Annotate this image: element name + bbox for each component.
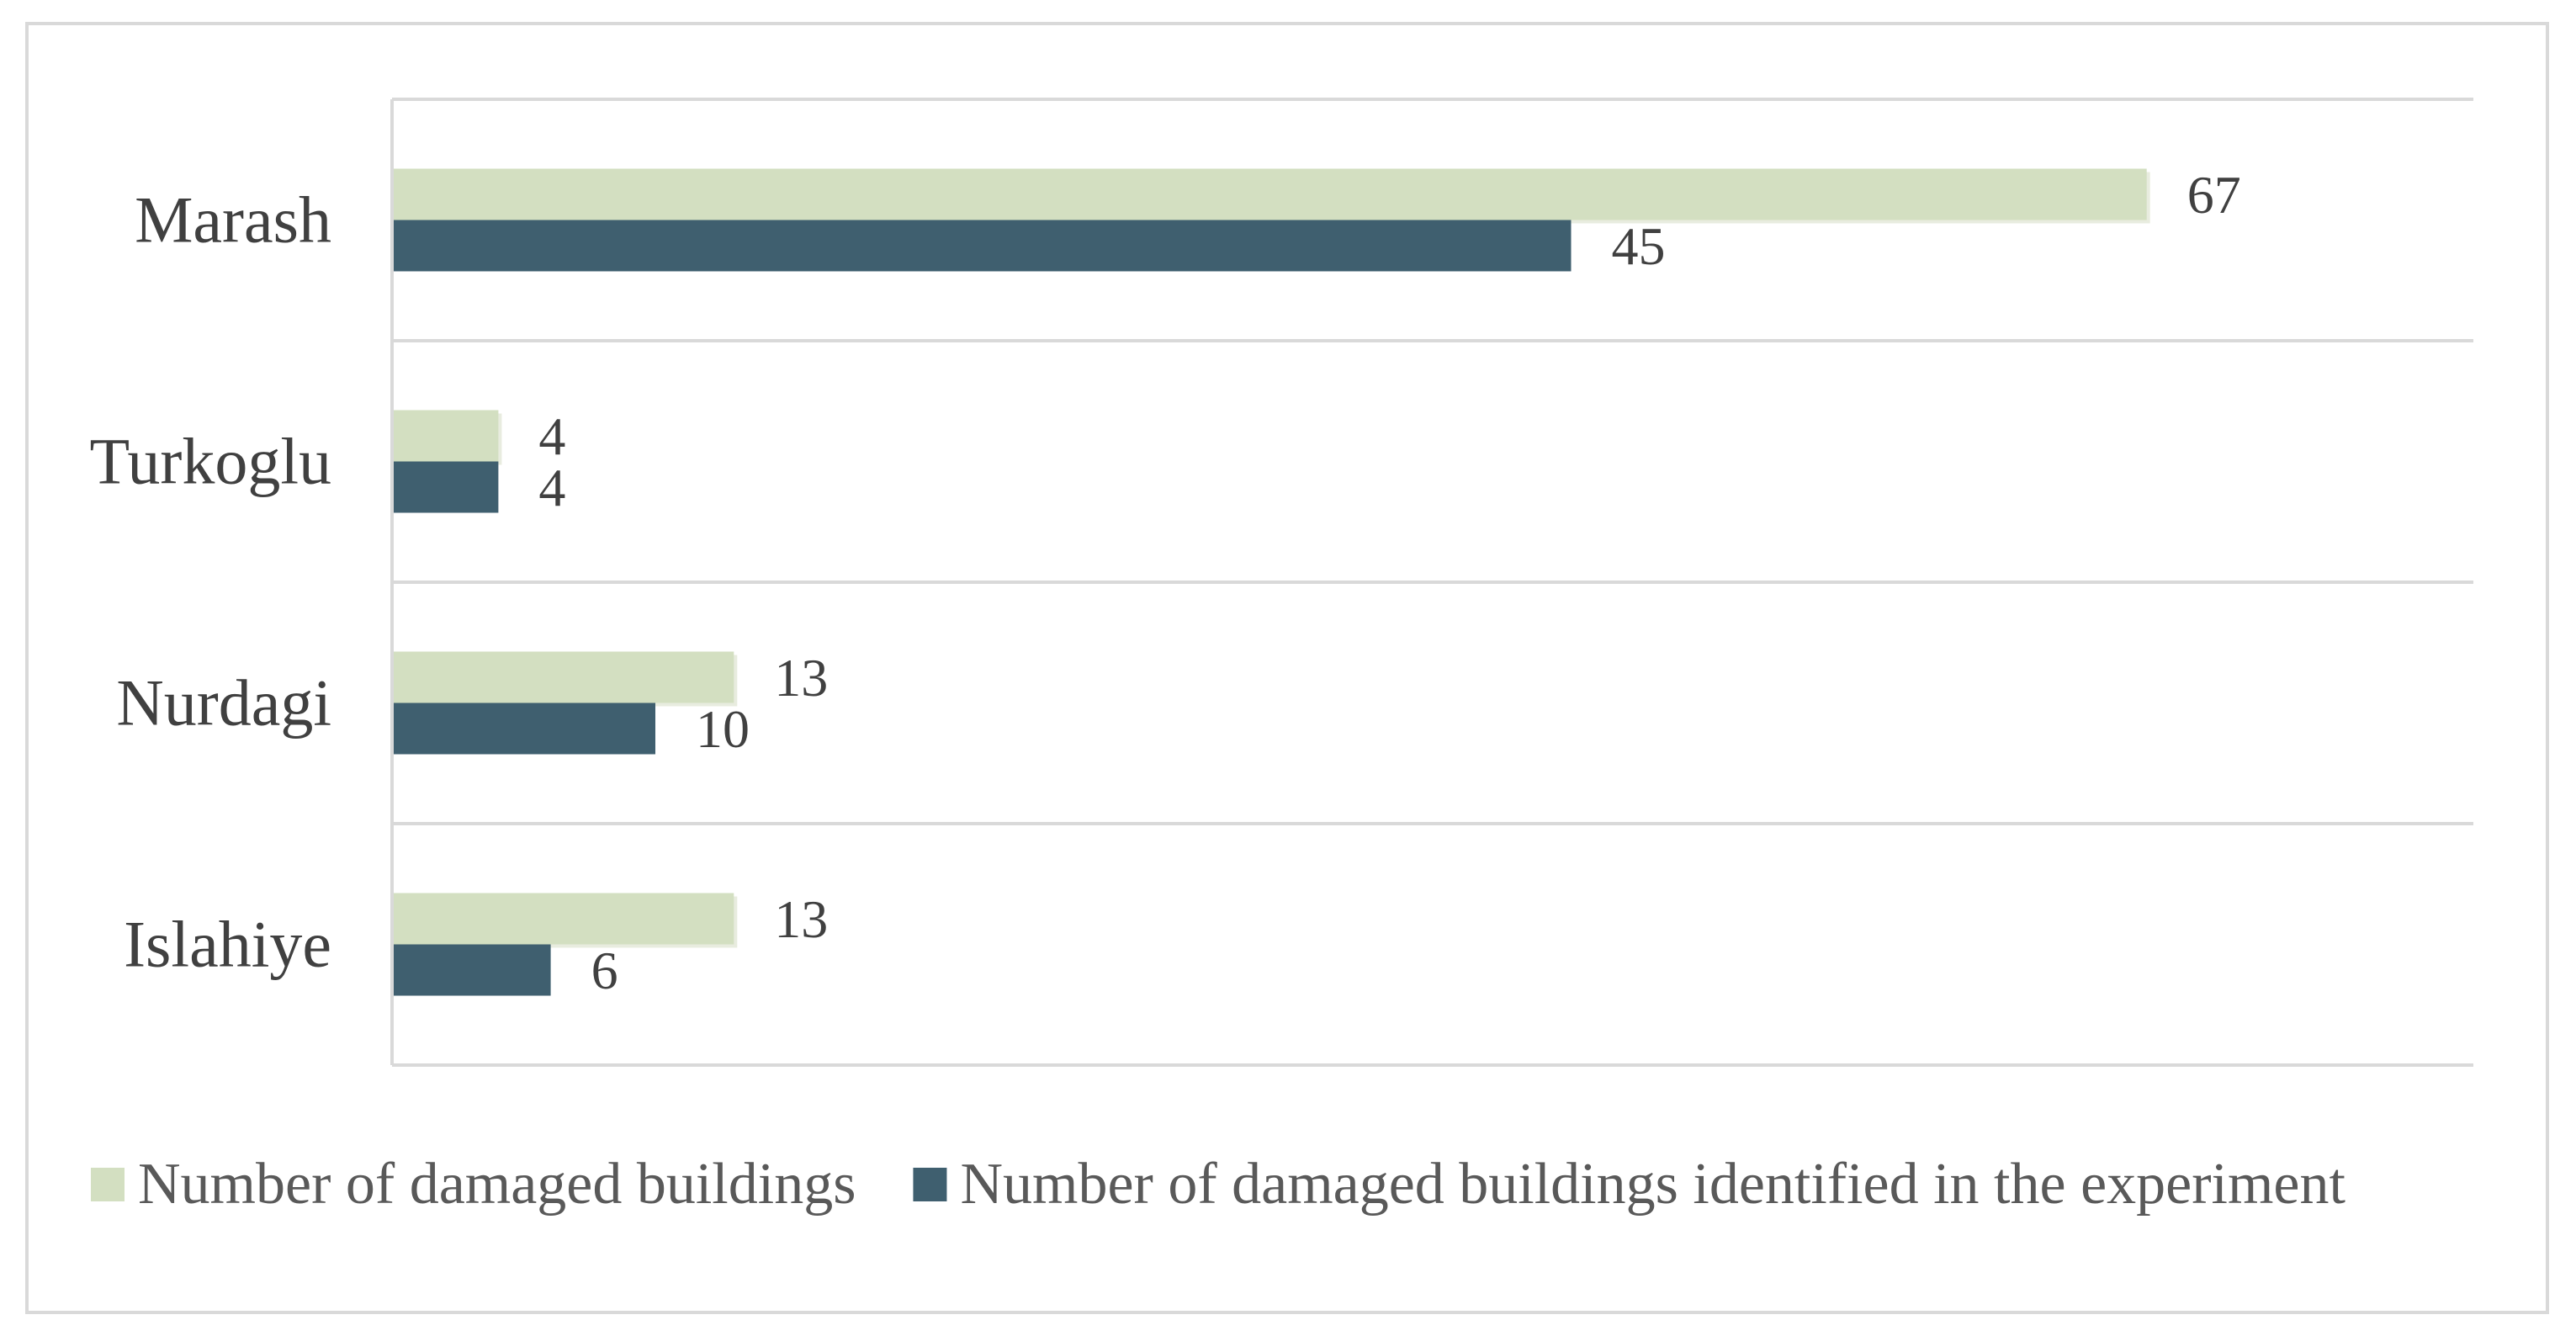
data-label-turkoglu-series-2: 4 [538,458,565,517]
data-label-turkoglu-series-1: 4 [538,406,565,466]
bar-marash-series-1 [394,168,2147,220]
data-label-marash-series-1: 67 [2187,165,2241,225]
legend-label-series-1: Number of damaged buildings [138,1152,856,1217]
bar-islahiye-series-1 [394,893,734,945]
category-label-nurdagi: Nurdagi [116,666,331,740]
bar-nurdagi-series-1 [394,651,734,703]
data-label-nurdagi-series-1: 13 [774,648,828,708]
category-label-marash: Marash [135,183,331,257]
data-label-islahiye-series-2: 6 [591,941,618,1000]
data-label-marash-series-2: 45 [1612,216,1666,276]
bar-marash-series-2 [394,220,1572,272]
labels: Marash 67 45 Turkoglu 44 Nurdagi 13 10 Islahiye 1… [89,165,2240,1000]
bar-islahiye-series-2 [394,944,551,996]
legend: Number of damaged buildings Number of dam… [91,1152,2345,1217]
data-label-nurdagi-series-2: 10 [696,699,750,759]
bar-nurdagi-series-2 [394,702,655,755]
data-label-islahiye-series-1: 13 [774,889,828,949]
legend-swatch-series-1 [91,1168,125,1201]
legend-label-series-2: Number of damaged buildings identified i… [960,1152,2345,1217]
category-label-islahiye: Islahiye [124,908,331,981]
bar-turkoglu-series-1 [394,410,499,462]
category-label-turkoglu: Turkoglu [89,425,331,498]
gridlines [390,98,2473,1067]
bar-turkoglu-series-2 [394,461,499,513]
legend-swatch-series-2 [913,1168,947,1201]
bars [394,168,2150,996]
